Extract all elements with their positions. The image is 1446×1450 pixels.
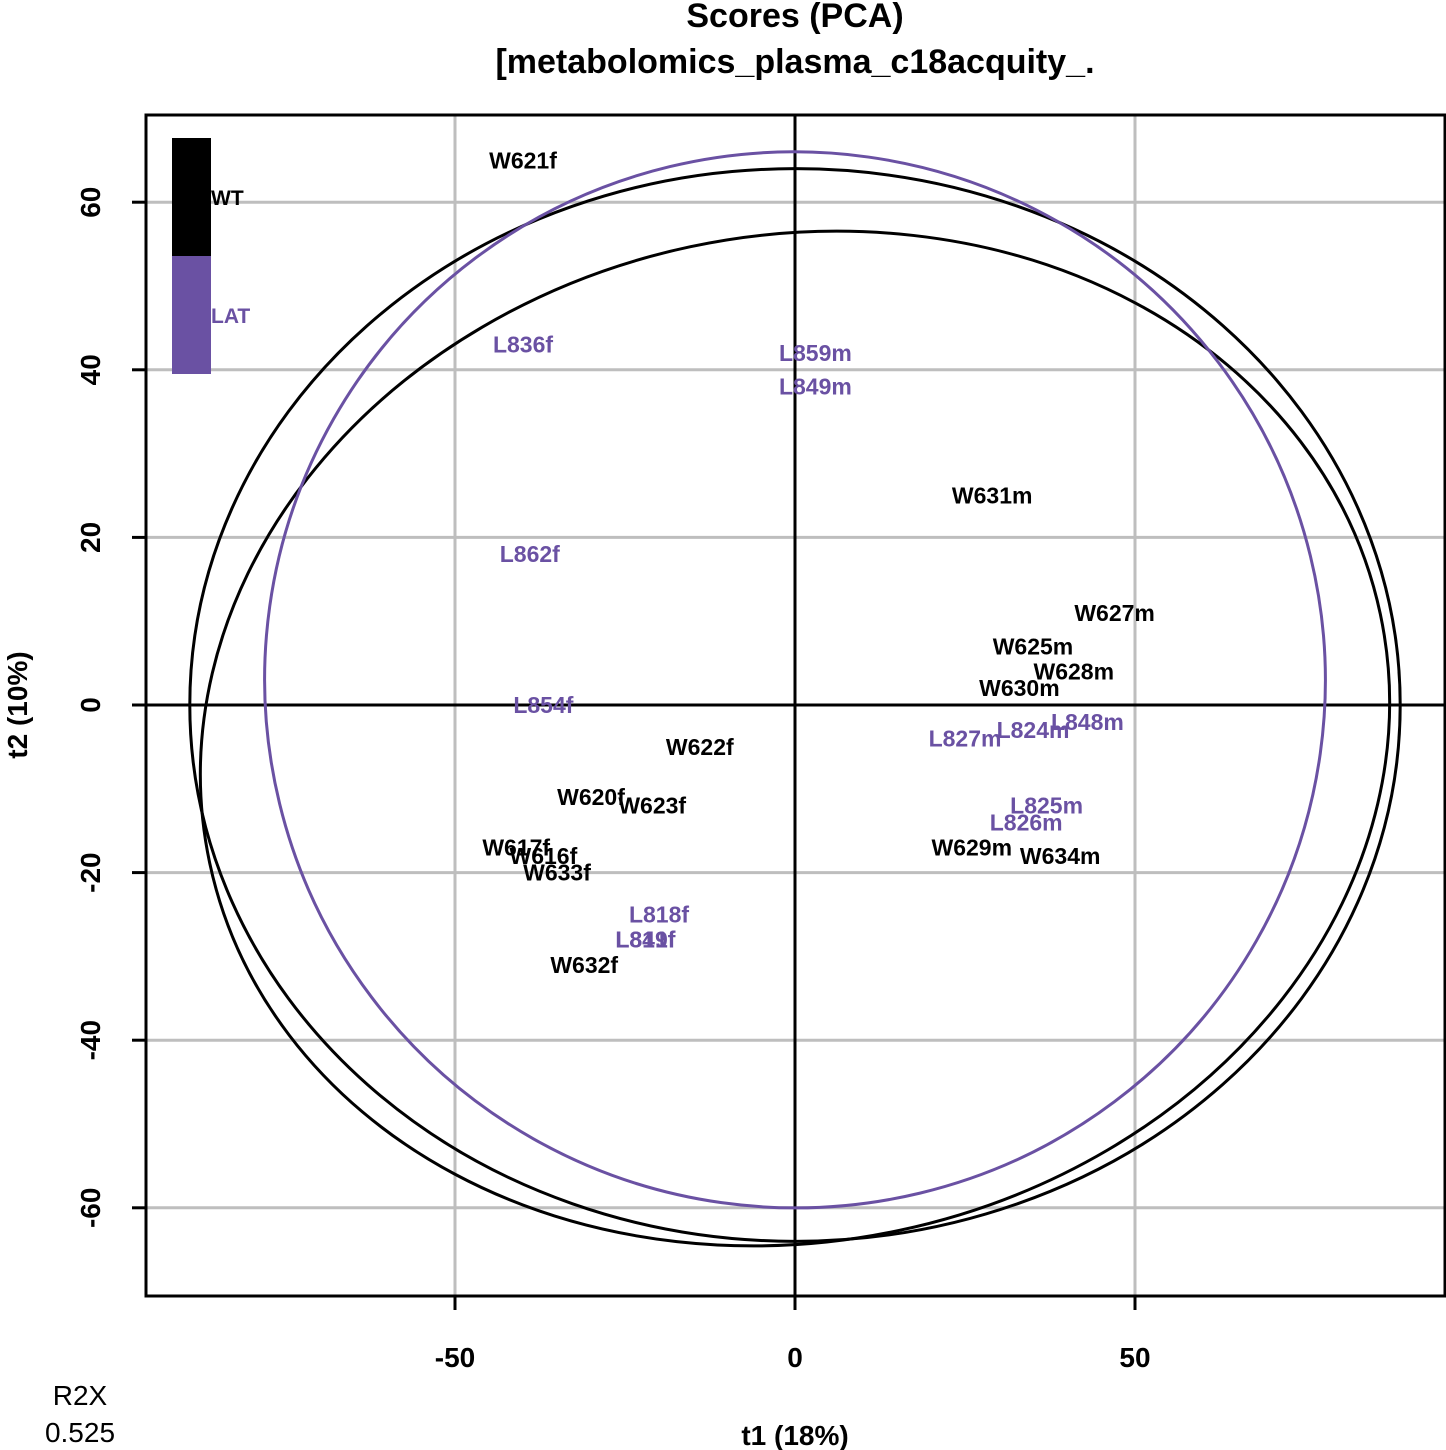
- point-label-w625m: W625m: [993, 633, 1074, 659]
- ellipse-hotelling-t2-overall-: [188, 167, 1402, 1243]
- y-tick-label: 60: [75, 187, 106, 218]
- r2x-value: 0.525: [45, 1417, 115, 1448]
- point-label-l862f: L862f: [500, 541, 560, 567]
- y-tick-label: -60: [75, 1188, 106, 1228]
- point-label-w631m: W631m: [952, 483, 1033, 509]
- point-label-w632f: W632f: [550, 952, 618, 978]
- legend: WT LAT: [172, 138, 250, 374]
- y-tick-label: -40: [75, 1020, 106, 1060]
- point-label-l826m: L826m: [990, 809, 1063, 835]
- point-label-w621f: W621f: [489, 147, 557, 173]
- zero-axes: [146, 115, 1445, 1296]
- point-label-l818f: L818f: [629, 902, 689, 928]
- x-axis-label: t1 (18%): [741, 1420, 848, 1450]
- point-label-l848m: L848m: [1051, 709, 1124, 735]
- point-label-l824m: L824m: [997, 717, 1070, 743]
- point-label-w622f: W622f: [666, 734, 734, 760]
- point-label-l841f: L841f: [615, 927, 675, 953]
- y-tick-label: -20: [75, 852, 106, 892]
- y-tick-label: 0: [75, 697, 106, 713]
- y-tick-label: 40: [75, 354, 106, 385]
- point-label-l825m: L825m: [1010, 793, 1083, 819]
- x-tick-label: 0: [787, 1342, 803, 1373]
- legend-label-lat: LAT: [211, 305, 250, 328]
- ellipse-wt: [198, 229, 1392, 1248]
- legend-label-wt: WT: [211, 187, 244, 210]
- ellipse-lat: [263, 150, 1327, 1210]
- point-label-w617f: W617f: [482, 834, 550, 860]
- chart-title-line2: [metabolomics_plasma_c18acquity_.: [495, 43, 1094, 81]
- point-label-w623f: W623f: [618, 793, 686, 819]
- x-tick-label: 50: [1119, 1342, 1150, 1373]
- y-tick-label: 20: [75, 522, 106, 553]
- point-label-l854f: L854f: [513, 692, 573, 718]
- legend-swatch-wt: [172, 138, 211, 256]
- point-label-w634m: W634m: [1020, 843, 1101, 869]
- point-label-w630m: W630m: [979, 675, 1060, 701]
- confidence-ellipses: [188, 150, 1402, 1248]
- chart-title-line1: Scores (PCA): [686, 0, 903, 35]
- point-label-w620f: W620f: [557, 784, 625, 810]
- y-axis-label: t2 (10%): [2, 651, 33, 758]
- point-label-w616f: W616f: [510, 843, 578, 869]
- point-label-l827m: L827m: [929, 726, 1002, 752]
- tick-labels: -50 0 50 -60 -40 -20 0 20 40 60: [75, 187, 1151, 1373]
- point-label-l859m: L859m: [779, 340, 852, 366]
- point-label-w628m: W628m: [1034, 658, 1115, 684]
- point-label-l819f: L819f: [615, 927, 675, 953]
- x-tick-label: -50: [435, 1342, 475, 1373]
- point-label-w633f: W633f: [523, 860, 591, 886]
- point-label-l836f: L836f: [493, 332, 553, 358]
- point-label-l849m: L849m: [779, 374, 852, 400]
- point-label-w627m: W627m: [1074, 600, 1155, 626]
- r2x-label: R2X: [53, 1380, 108, 1411]
- point-label-w629m: W629m: [932, 834, 1013, 860]
- legend-swatch-lat: [172, 256, 211, 374]
